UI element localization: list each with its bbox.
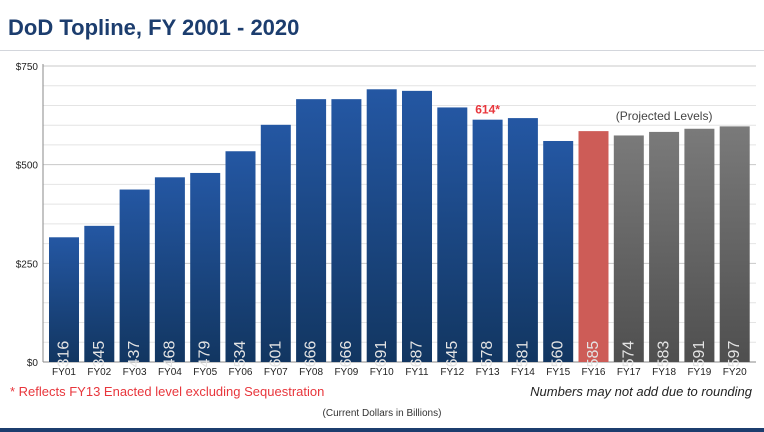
fy13-callout: 614* bbox=[475, 103, 500, 117]
bar-value-label: 574 bbox=[620, 341, 637, 368]
x-tick-label: FY18 bbox=[652, 367, 676, 378]
bar-fy11 bbox=[402, 90, 432, 362]
bar-chart: $0$250$500$750316FY01345FY02437FY03468FY… bbox=[16, 62, 756, 378]
bar-value-label: 666 bbox=[338, 341, 355, 368]
bar-fy05 bbox=[190, 172, 221, 362]
bar-fy01 bbox=[49, 237, 79, 362]
bar-fy04 bbox=[154, 177, 185, 362]
bar-value-label: 591 bbox=[691, 341, 708, 368]
x-tick-label: FY15 bbox=[546, 367, 570, 378]
bar-fy06 bbox=[225, 151, 256, 362]
y-tick-label: $500 bbox=[16, 161, 39, 172]
y-tick-label: $750 bbox=[16, 62, 39, 73]
x-tick-label: FY01 bbox=[52, 367, 76, 378]
bar-value-label: 601 bbox=[267, 341, 284, 368]
x-tick-label: FY07 bbox=[264, 367, 288, 378]
bar-value-label: 534 bbox=[232, 341, 249, 368]
bar-value-label: 479 bbox=[197, 341, 214, 368]
bar-fy08 bbox=[296, 99, 327, 362]
x-tick-label: FY19 bbox=[687, 367, 711, 378]
page-title: DoD Topline, FY 2001 - 2020 bbox=[8, 15, 300, 40]
bar-value-label: 666 bbox=[303, 341, 320, 368]
bottom-band bbox=[0, 428, 764, 432]
units-note: (Current Dollars in Billions) bbox=[322, 408, 442, 419]
x-tick-label: FY09 bbox=[334, 367, 358, 378]
bar-fy15 bbox=[543, 140, 574, 362]
bar-value-label: 560 bbox=[550, 341, 567, 368]
rounding-note: Numbers may not add due to rounding bbox=[530, 384, 752, 399]
bar-fy03 bbox=[119, 189, 150, 362]
y-tick-label: $0 bbox=[27, 358, 39, 369]
bar-value-label: 691 bbox=[373, 341, 390, 368]
bar-fy16 bbox=[578, 131, 609, 362]
x-tick-label: FY03 bbox=[123, 367, 147, 378]
bar-fy18 bbox=[649, 131, 680, 362]
x-tick-label: FY14 bbox=[511, 367, 535, 378]
bar-fy09 bbox=[331, 99, 362, 362]
bar-fy02 bbox=[84, 225, 115, 362]
bar-value-label: 468 bbox=[161, 341, 178, 368]
bar-value-label: 345 bbox=[91, 341, 108, 368]
bar-fy10 bbox=[366, 89, 397, 362]
x-tick-label: FY05 bbox=[193, 367, 217, 378]
x-tick-label: FY10 bbox=[370, 367, 394, 378]
bar-value-label: 597 bbox=[726, 341, 743, 368]
x-tick-label: FY11 bbox=[405, 367, 429, 378]
x-tick-label: FY16 bbox=[582, 367, 606, 378]
bar-fy20 bbox=[719, 126, 750, 362]
bar-fy17 bbox=[613, 135, 644, 362]
bar-value-label: 645 bbox=[444, 341, 461, 368]
bar-value-label: 578 bbox=[479, 341, 496, 368]
title-divider bbox=[0, 50, 764, 51]
bar-fy14 bbox=[507, 118, 538, 362]
footnote: * Reflects FY13 Enacted level excluding … bbox=[10, 384, 325, 399]
x-tick-label: FY08 bbox=[299, 367, 323, 378]
bar-value-label: 581 bbox=[514, 341, 531, 368]
bar-value-label: 583 bbox=[656, 341, 673, 368]
bar-fy12 bbox=[437, 107, 468, 362]
x-tick-label: FY12 bbox=[440, 367, 464, 378]
x-tick-label: FY17 bbox=[617, 367, 641, 378]
bar-value-label: 585 bbox=[585, 341, 602, 368]
projected-levels-label: (Projected Levels) bbox=[616, 109, 713, 123]
bar-value-label: 437 bbox=[126, 341, 143, 368]
bar-fy19 bbox=[684, 128, 715, 362]
bar-fy07 bbox=[260, 124, 291, 363]
x-tick-label: FY04 bbox=[158, 367, 182, 378]
x-tick-label: FY13 bbox=[476, 367, 500, 378]
y-tick-label: $250 bbox=[16, 259, 39, 270]
bar-value-label: 316 bbox=[56, 341, 73, 368]
x-tick-label: FY20 bbox=[723, 367, 747, 378]
bar-fy13 bbox=[472, 119, 503, 362]
x-tick-label: FY06 bbox=[229, 367, 253, 378]
bar-value-label: 687 bbox=[409, 341, 426, 368]
x-tick-label: FY02 bbox=[87, 367, 111, 378]
